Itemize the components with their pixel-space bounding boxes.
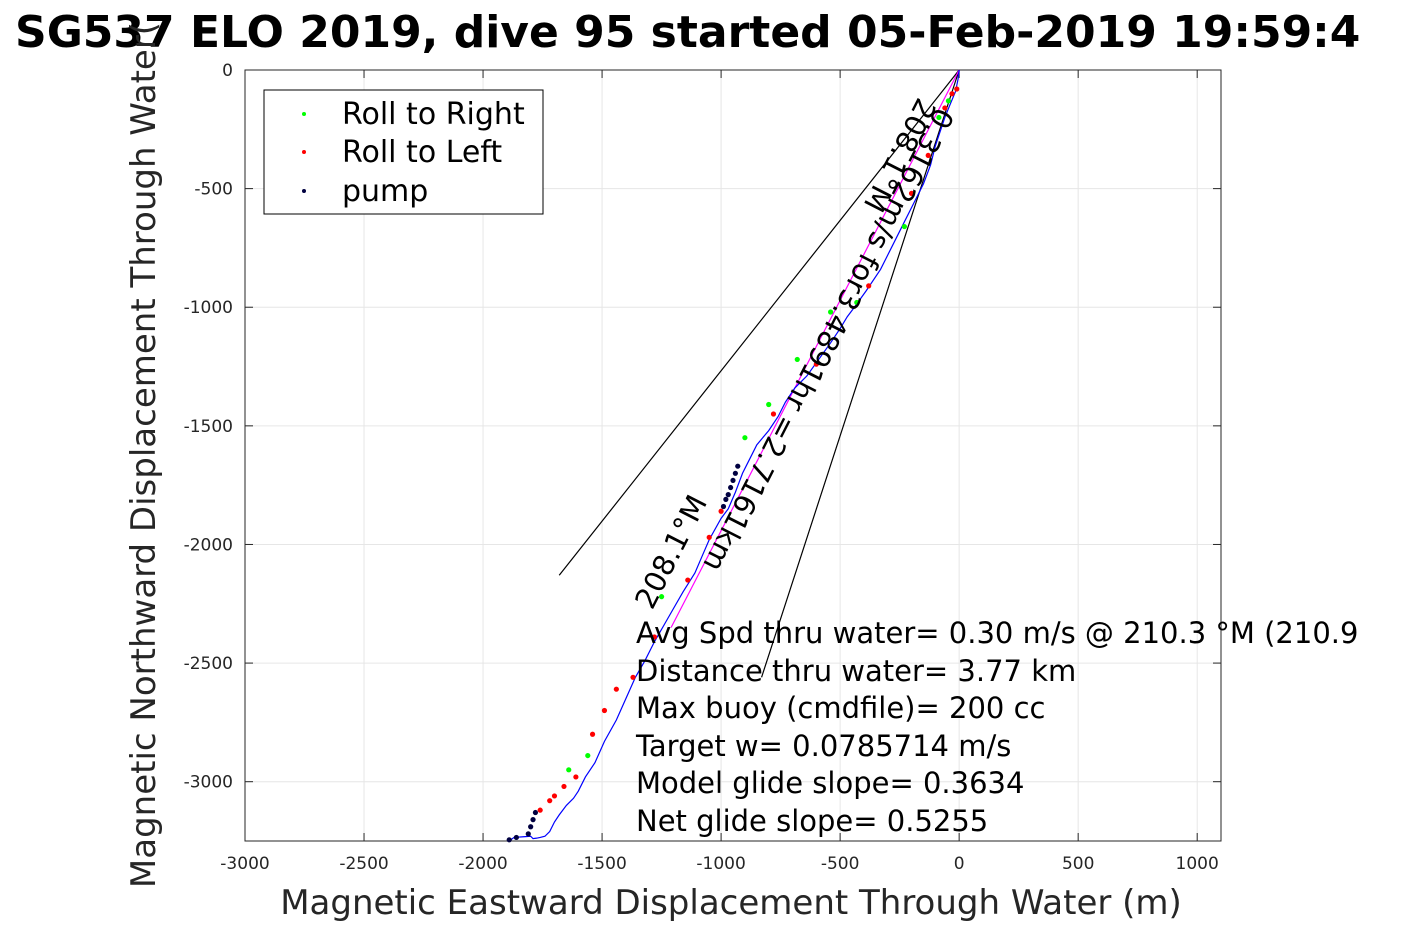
legend-marker-roll-left — [302, 150, 306, 154]
x-tick-label: 1000 — [1176, 854, 1219, 874]
roll-left-point — [601, 707, 608, 714]
y-axis-label: Magnetic Northward Displacement Through … — [124, 22, 164, 888]
guide-lines — [558, 69, 960, 678]
roll-right-point — [766, 401, 772, 408]
roll-left-point — [942, 105, 948, 111]
x-tick-label: -500 — [821, 854, 860, 874]
roll-left-point — [561, 783, 567, 790]
roll-left-point — [613, 686, 619, 692]
roll-right-point — [945, 98, 952, 104]
pump-point — [730, 477, 736, 484]
roll-right-point — [936, 114, 942, 121]
roll-right-point — [742, 435, 748, 441]
roll-left-point — [949, 91, 955, 97]
roll-left-point — [547, 798, 553, 804]
y-tick-label: 0 — [222, 61, 233, 81]
roll-left-point — [866, 283, 872, 289]
roll-left-point — [908, 190, 915, 196]
pump-point — [506, 837, 512, 843]
y-tick-label: -3000 — [184, 773, 233, 793]
roll-right-point — [658, 594, 665, 600]
pump-point — [720, 503, 727, 510]
roll-left-point — [551, 793, 558, 799]
cone-line — [558, 69, 960, 576]
track-line — [508, 69, 960, 842]
roll-left-point — [651, 634, 658, 640]
legend-label-roll-left: Roll to Left — [342, 135, 502, 170]
roll-left-point — [718, 508, 724, 514]
roll-right-point — [585, 752, 591, 759]
pump-point — [530, 817, 536, 823]
roll-left-point — [630, 674, 636, 680]
chart-title: SG537 ELO 2019, dive 95 started 05-Feb-2… — [15, 7, 1360, 58]
plot-frame — [244, 69, 1222, 842]
roll-left-point — [537, 807, 543, 813]
x-tick-label: -1000 — [696, 854, 745, 874]
annotation-model-glide: Model glide slope= 0.3634 — [636, 766, 1024, 800]
roll-right-point — [901, 223, 907, 230]
x-axis-ticks: -3000 -2500 -2000 -1500 -1000 -500 0 500 1000 — [220, 70, 1219, 874]
marker-points — [506, 86, 960, 843]
legend-label-roll-right: Roll to Right — [342, 97, 525, 132]
y-tick-label: -2000 — [184, 535, 233, 555]
annotation-net-glide: Net glide slope= 0.5255 — [636, 804, 988, 838]
x-tick-label: -2500 — [339, 854, 388, 874]
cone-line — [760, 69, 960, 678]
pump-point — [532, 809, 539, 816]
pump-point — [732, 470, 738, 476]
roll-left-point — [925, 152, 931, 159]
x-tick-label: -1500 — [577, 854, 626, 874]
legend-marker-pump — [302, 189, 306, 193]
x-tick-label: 0 — [954, 854, 965, 874]
y-axis-ticks: 0 -500 -1000 -1500 -2000 -2500 -3000 — [184, 61, 1221, 793]
legend-label-pump: pump — [342, 174, 428, 209]
net-line — [670, 69, 960, 628]
pump-point — [725, 492, 731, 498]
roll-left-point — [685, 577, 691, 583]
pump-point — [735, 463, 741, 469]
roll-left-point — [573, 774, 579, 780]
roll-left-point — [589, 731, 596, 737]
track-series — [508, 69, 960, 842]
y-tick-label: -1500 — [184, 417, 233, 437]
roll-right-point — [828, 309, 834, 315]
annotation-max-buoy: Max buoy (cmdfile)= 200 cc — [636, 691, 1045, 725]
pump-point — [728, 484, 734, 491]
pump-point — [723, 496, 729, 502]
annotation-distance: Distance thru water= 3.77 km — [636, 654, 1076, 688]
annotation-target-w: Target w= 0.0785714 m/s — [635, 729, 1011, 763]
pump-point — [525, 831, 531, 837]
annotation-block: Avg Spd thru water= 0.30 m/s @ 210.3 °M … — [635, 616, 1358, 838]
y-tick-label: -2500 — [184, 654, 233, 674]
roll-right-point — [566, 767, 572, 773]
x-tick-label: -3000 — [220, 854, 269, 874]
y-tick-label: -1000 — [184, 298, 233, 318]
y-tick-label: -500 — [194, 180, 233, 200]
x-axis-label: Magnetic Eastward Displacement Through W… — [280, 883, 1182, 923]
pump-point — [528, 824, 534, 830]
annotation-avg-speed: Avg Spd thru water= 0.30 m/s @ 210.3 °M … — [636, 616, 1358, 650]
roll-left-point — [813, 361, 819, 367]
legend-box — [263, 89, 544, 215]
legend: Roll to Right Roll to Left pump — [263, 89, 544, 215]
roll-left-point — [706, 534, 712, 540]
roll-left-point — [954, 86, 960, 92]
roll-left-point — [770, 411, 777, 417]
pump-point — [513, 834, 519, 841]
roll-right-point — [794, 356, 800, 363]
legend-marker-roll-right — [302, 112, 306, 116]
x-tick-label: -2000 — [458, 854, 507, 874]
x-tick-label: 500 — [1062, 854, 1094, 874]
roll-right-point — [854, 299, 860, 306]
